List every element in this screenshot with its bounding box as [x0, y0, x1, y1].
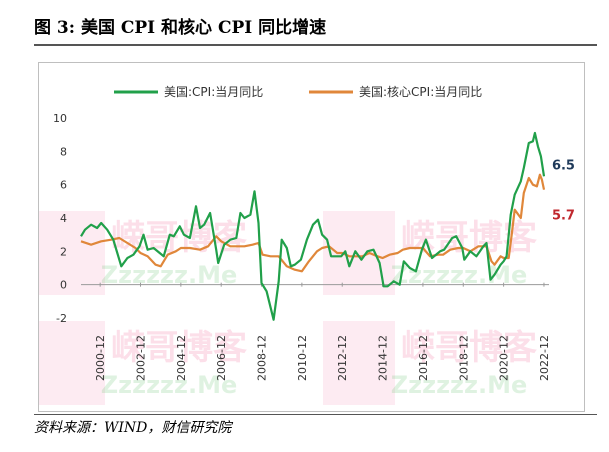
cpi-line-chart: 嵘哥博客Zzzzzz.Me嵘哥博客Zzzzzz.Me嵘哥博客Zzzzzz.Me嵘… — [39, 85, 575, 405]
source-note: 资料来源：WIND，财信研究院 — [34, 420, 232, 436]
y-tick-label: -2 — [56, 312, 67, 325]
core-cpi-end-label: 5.7 — [552, 209, 575, 224]
watermark-block — [323, 211, 395, 295]
watermark-block — [39, 211, 105, 295]
x-tick-label: 2004-12 — [175, 335, 188, 381]
watermark-text: 嵘哥博客 — [111, 328, 247, 368]
watermark-block — [323, 321, 395, 405]
y-tick-label: 2 — [60, 245, 67, 258]
x-tick-label: 2000-12 — [94, 335, 107, 381]
x-tick-label: 2008-12 — [256, 335, 269, 381]
y-tick-label: 10 — [53, 112, 67, 125]
x-tick-label: 2006-12 — [215, 335, 228, 381]
x-tick-label: 2010-12 — [296, 335, 309, 381]
watermark-url: Zzzzzz.Me — [391, 371, 528, 399]
footer-rule — [34, 414, 597, 415]
x-tick-label: 2020-12 — [498, 335, 511, 381]
y-tick-label: 0 — [60, 279, 67, 292]
title-rule — [34, 44, 597, 46]
watermark-text: 嵘哥博客 — [111, 218, 247, 258]
y-tick-label: 8 — [60, 145, 67, 158]
cpi-end-label: 6.5 — [552, 158, 575, 173]
x-tick-label: 2022-12 — [538, 335, 551, 381]
legend-label-core-cpi: 美国:核心CPI:当月同比 — [359, 85, 482, 99]
watermark-block — [39, 321, 105, 405]
legend-label-cpi: 美国:CPI:当月同比 — [164, 85, 263, 99]
x-tick-label: 2002-12 — [135, 335, 148, 381]
x-tick-label: 2014-12 — [377, 335, 390, 381]
chart-frame: 嵘哥博客 Zzzzzz.Me 嵘哥博客 Zzzzzz.Me 嵘哥博客 Zzzzzz.Me 嵘… — [38, 62, 585, 412]
y-tick-label: 4 — [60, 212, 67, 225]
figure-title: 图 3: 美国 CPI 和核心 CPI 同比增速 — [34, 18, 327, 38]
watermark-url: Zzzzzz.Me — [101, 371, 238, 399]
x-tick-label: 2012-12 — [336, 335, 349, 381]
x-tick-label: 2018-12 — [457, 335, 470, 381]
x-tick-label: 2016-12 — [417, 335, 430, 381]
y-tick-label: 6 — [60, 179, 67, 192]
cpi-series-line — [80, 131, 546, 321]
watermark-text: 嵘哥博客 — [401, 328, 537, 368]
